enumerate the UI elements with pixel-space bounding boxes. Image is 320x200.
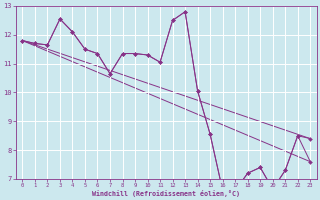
X-axis label: Windchill (Refroidissement éolien,°C): Windchill (Refroidissement éolien,°C): [92, 190, 240, 197]
